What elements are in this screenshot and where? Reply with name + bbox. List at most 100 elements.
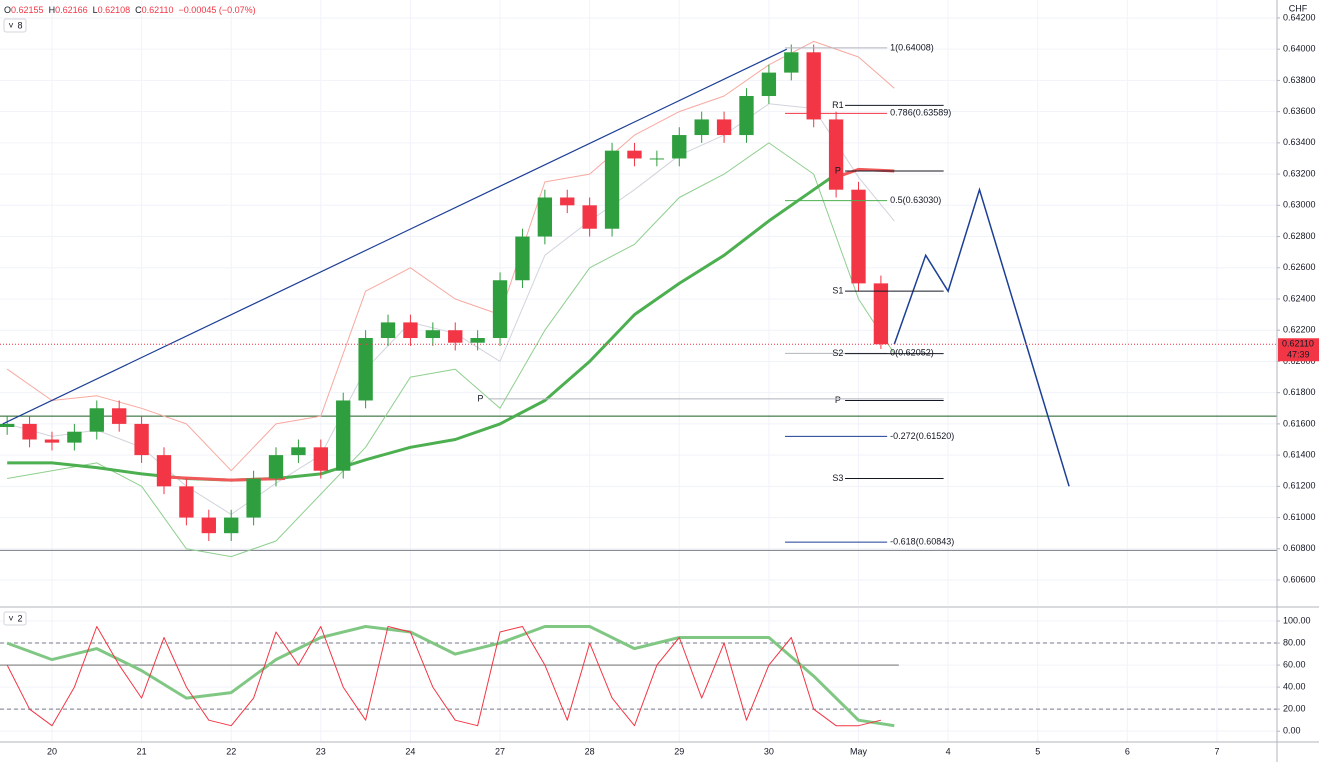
y-tick-label: 0.62800: [1283, 231, 1316, 241]
legend-key: O: [4, 5, 11, 15]
candle-body: [828, 119, 844, 190]
x-tick-label: 21: [137, 746, 147, 756]
y-tick-label: 0.62600: [1283, 262, 1316, 272]
candle-body: [224, 517, 239, 534]
candle-body: [179, 486, 194, 518]
series-line: [6, 626, 882, 727]
series-line: [6, 625, 895, 728]
fib-label: 0.5(0.63030): [890, 195, 941, 205]
candle-body: [649, 158, 665, 160]
candle-body: [403, 322, 418, 339]
y-tick-label: 0.63000: [1283, 200, 1316, 210]
y-tick-label: 0.63200: [1283, 168, 1316, 178]
candle-body: [604, 150, 620, 229]
x-tick-label: May: [850, 746, 868, 756]
x-tick-label: 24: [405, 746, 415, 756]
pivot-label: P: [477, 393, 483, 403]
fib-label: -0.272(0.61520): [890, 431, 954, 441]
legend-key: C: [135, 5, 142, 15]
pane-label: 8: [17, 20, 22, 30]
pane-toggle[interactable]: [3, 18, 27, 33]
x-tick-label: 20: [47, 746, 57, 756]
candle-body: [694, 119, 709, 136]
pane-toggle[interactable]: [3, 611, 27, 626]
candle-body: [268, 455, 284, 479]
drawing-line: [2, 48, 788, 425]
legend-value: 0.62108: [98, 5, 131, 15]
y-tick-label: 0.63400: [1283, 137, 1316, 147]
y-tick-label: 0.62400: [1283, 293, 1316, 303]
candle-body: [336, 400, 351, 471]
series-line: [7, 172, 837, 482]
currency-label: CHF: [1289, 3, 1308, 13]
collapse-icon: ˅: [8, 20, 13, 30]
candle-body: [380, 322, 396, 339]
y-tick-label: 0.62200: [1283, 325, 1316, 335]
candle-body: [873, 283, 889, 345]
y-tick-label: 0.61400: [1283, 449, 1316, 459]
candle-body: [515, 236, 530, 281]
y-tick-label: 100.00: [1283, 615, 1311, 625]
candle-body: [582, 205, 597, 229]
plot: 1(0.64008) 0.786(0.63589) 0.5(0.63030) 0(0.…: [0, 40, 1277, 728]
candle-body: [112, 408, 127, 424]
fib-label: 0(0.62052): [890, 348, 934, 358]
pivot-label: P: [835, 165, 841, 175]
legend-value: 0.62110: [142, 5, 174, 15]
legend-value: 0.62166: [55, 5, 88, 15]
y-tick-label: 0.64000: [1283, 44, 1316, 54]
grid: [0, 0, 1277, 742]
candle-body: [672, 135, 687, 159]
candle-body: [425, 330, 441, 339]
candle-body: [806, 52, 821, 120]
legend-key: H: [49, 5, 56, 15]
y-tick-label: 0.61800: [1283, 387, 1316, 397]
pivot-label: S2: [832, 348, 843, 358]
ohlc-legend: O0.62155 H0.62166 L0.62108 C0.62110 −0.00045…: [4, 5, 256, 15]
candle-body: [134, 423, 149, 456]
candle-body: [358, 338, 373, 401]
x-tick-label: 6: [1125, 746, 1130, 756]
y-tick-label: 0.61000: [1283, 512, 1316, 522]
y-tick-label: 0.63800: [1283, 75, 1316, 85]
y-tick-label: 0.61200: [1283, 481, 1316, 491]
series-line: [7, 142, 895, 558]
y-tick-label: 0.63600: [1283, 106, 1316, 116]
fib-label: 0.786(0.63589): [890, 108, 951, 118]
y-tick-label: 60.00: [1283, 659, 1306, 669]
x-tick-label: 4: [946, 746, 951, 756]
x-tick-label: 29: [674, 746, 684, 756]
legend-key: L: [93, 5, 98, 15]
last-price-label: 0.62110: [1282, 339, 1314, 349]
x-tick-label: 5: [1035, 746, 1040, 756]
candle-body: [313, 447, 328, 471]
pivot-label: P: [835, 395, 841, 405]
candle-body: [716, 119, 732, 136]
x-tick-label: 28: [585, 746, 595, 756]
candle-body: [156, 455, 172, 487]
candle-body: [761, 72, 777, 97]
x-tick-label: 27: [495, 746, 505, 756]
last-price-box: [1278, 338, 1319, 362]
candle-body: [448, 330, 463, 343]
candle-body: [201, 517, 216, 534]
fib-label: -0.618(0.60843): [890, 536, 954, 546]
y-tick-label: 0.64200: [1283, 12, 1316, 22]
x-tick-label: 7: [1214, 746, 1219, 756]
candle-body: [246, 478, 261, 518]
candle-body: [739, 96, 754, 136]
collapse-icon: ˅: [8, 613, 13, 623]
countdown-label: 47:39: [1287, 350, 1310, 360]
y-tick-label: 0.00: [1283, 726, 1301, 736]
candle-body: [89, 408, 104, 432]
series-line: [6, 40, 895, 472]
y-tick-label: 0.61600: [1283, 418, 1316, 428]
y-tick-label: 0.60800: [1283, 543, 1316, 553]
candle-body: [492, 280, 508, 339]
x-tick-label: 23: [316, 746, 326, 756]
candle-body: [22, 423, 37, 440]
candle-body: [560, 197, 575, 206]
